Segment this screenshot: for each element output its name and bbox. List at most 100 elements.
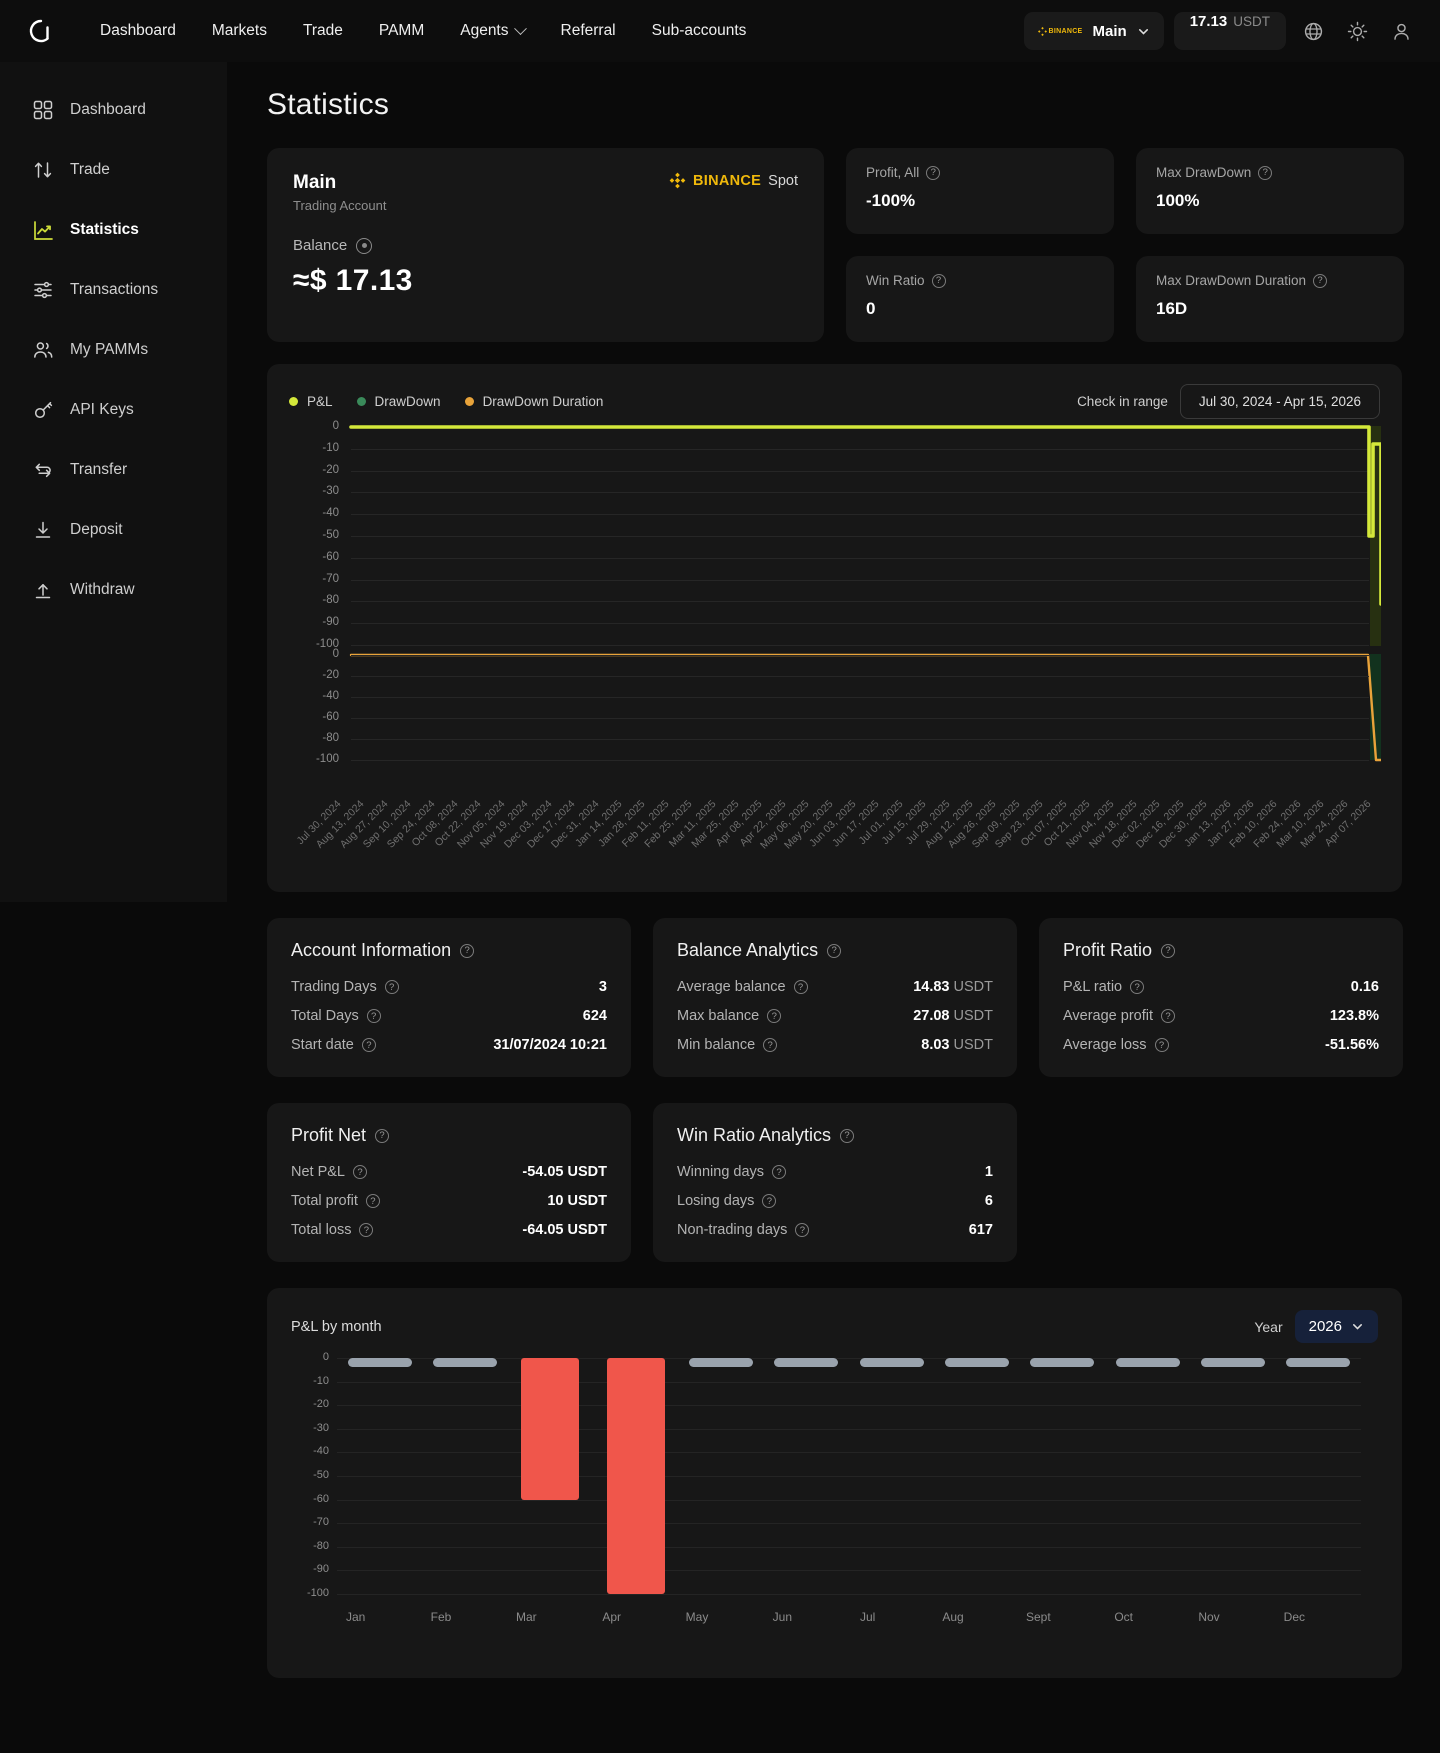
stat-label: Max DrawDown Duration bbox=[1156, 273, 1307, 288]
sun-icon[interactable] bbox=[1340, 14, 1374, 48]
sidebar-item-transactions[interactable]: Transactions bbox=[0, 260, 227, 320]
help-icon[interactable]: ? bbox=[361, 1038, 376, 1052]
month-bar[interactable] bbox=[1115, 1358, 1180, 1367]
nav-item-markets[interactable]: Markets bbox=[194, 14, 285, 48]
info-key: Total profit? bbox=[291, 1193, 380, 1209]
info-label: Start date bbox=[291, 1037, 354, 1053]
month-bar[interactable] bbox=[521, 1358, 580, 1500]
user-icon[interactable] bbox=[1384, 14, 1418, 48]
eye-toggle-icon[interactable] bbox=[356, 237, 373, 254]
gridline bbox=[337, 1499, 1361, 1501]
gridline bbox=[337, 1381, 1361, 1383]
help-icon[interactable]: ? bbox=[1154, 1038, 1169, 1052]
info-unit: USDT bbox=[567, 1193, 607, 1209]
y-tick-label: -40 bbox=[313, 1445, 329, 1458]
nav-item-dashboard[interactable]: Dashboard bbox=[82, 14, 194, 48]
help-icon[interactable]: ? bbox=[1161, 943, 1176, 958]
gridline bbox=[351, 623, 1369, 625]
sidebar-item-withdraw[interactable]: Withdraw bbox=[0, 560, 227, 620]
help-icon[interactable]: ? bbox=[1130, 980, 1145, 994]
month-bar[interactable] bbox=[689, 1358, 753, 1367]
sidebar-item-my-pamms[interactable]: My PAMMs bbox=[0, 320, 227, 380]
brand-logo-icon[interactable] bbox=[26, 16, 56, 46]
card-title-row: Win Ratio Analytics ? bbox=[677, 1125, 993, 1146]
balance-pill[interactable]: 17.13 USDT bbox=[1173, 12, 1286, 50]
help-icon[interactable]: ? bbox=[359, 1223, 374, 1237]
month-x-label: Apr bbox=[602, 1610, 621, 1624]
month-bar[interactable] bbox=[606, 1358, 665, 1594]
year-select[interactable]: 2026 bbox=[1294, 1310, 1378, 1343]
profit-net-card: Profit Net ? Net P&L? -54.05 USDT Total … bbox=[267, 1103, 631, 1262]
card-title: Account Information bbox=[291, 940, 452, 960]
sidebar-item-dashboard[interactable]: Dashboard bbox=[0, 80, 227, 140]
help-icon[interactable]: ? bbox=[767, 1009, 782, 1023]
nav-label: Agents bbox=[460, 22, 509, 39]
legend-label: P&L bbox=[307, 394, 333, 409]
month-bar[interactable] bbox=[1201, 1358, 1265, 1367]
chevron-down-icon bbox=[513, 21, 527, 35]
sidebar-item-statistics[interactable]: Statistics bbox=[0, 200, 227, 260]
sidebar-item-transfer[interactable]: Transfer bbox=[0, 440, 227, 500]
help-icon[interactable]: ? bbox=[926, 165, 941, 180]
help-icon[interactable]: ? bbox=[772, 1165, 787, 1179]
balance-label: Balance bbox=[293, 237, 348, 254]
info-label: P&L ratio bbox=[1063, 979, 1123, 995]
month-chart-header: P&L by month Year 2026 bbox=[291, 1310, 1378, 1343]
month-bar[interactable] bbox=[1286, 1358, 1351, 1367]
sidebar-item-label: Transfer bbox=[70, 461, 128, 478]
nav-item-trade[interactable]: Trade bbox=[285, 14, 361, 48]
help-icon[interactable]: ? bbox=[795, 1223, 810, 1237]
help-icon[interactable]: ? bbox=[793, 980, 808, 994]
help-icon[interactable]: ? bbox=[365, 1194, 380, 1208]
key-icon bbox=[32, 399, 54, 421]
stat-value: 100% bbox=[1156, 191, 1200, 210]
sidebar-item-api-keys[interactable]: API Keys bbox=[0, 380, 227, 440]
card-title: Balance Analytics bbox=[677, 940, 819, 960]
globe-icon[interactable] bbox=[1296, 14, 1330, 48]
date-range-picker[interactable]: Jul 30, 2024 - Apr 15, 2026 bbox=[1179, 384, 1380, 419]
help-icon[interactable]: ? bbox=[353, 1165, 367, 1179]
help-icon[interactable]: ? bbox=[366, 1009, 381, 1023]
month-x-label: Sept bbox=[1025, 1610, 1051, 1624]
sidebar-item-label: Deposit bbox=[70, 521, 123, 538]
drawdown-duration-line bbox=[349, 653, 1381, 762]
help-icon[interactable]: ? bbox=[1258, 165, 1273, 180]
help-icon[interactable]: ? bbox=[931, 273, 946, 288]
month-bar[interactable] bbox=[433, 1358, 497, 1367]
help-icon[interactable]: ? bbox=[763, 1038, 778, 1052]
help-icon[interactable]: ? bbox=[384, 980, 399, 994]
help-icon[interactable]: ? bbox=[375, 1128, 390, 1143]
month-bar[interactable] bbox=[1030, 1358, 1095, 1367]
month-bar[interactable] bbox=[774, 1358, 839, 1367]
legend-item-pnl[interactable]: P&L bbox=[289, 394, 333, 409]
nav-item-agents[interactable]: Agents bbox=[442, 14, 542, 48]
legend-item-drawdown[interactable]: DrawDown bbox=[356, 394, 441, 409]
help-icon[interactable]: ? bbox=[460, 943, 475, 958]
nav-item-sub-accounts[interactable]: Sub-accounts bbox=[634, 14, 765, 48]
sidebar-item-deposit[interactable]: Deposit bbox=[0, 500, 227, 560]
sidebar-item-trade[interactable]: Trade bbox=[0, 140, 227, 200]
nav-item-referral[interactable]: Referral bbox=[543, 14, 634, 48]
account-selector[interactable]: BINANCE Main bbox=[1023, 12, 1164, 50]
gridline bbox=[351, 492, 1369, 494]
info-label: Total loss bbox=[291, 1222, 352, 1238]
info-label: Trading Days bbox=[291, 979, 377, 995]
month-bar[interactable] bbox=[347, 1358, 412, 1367]
profit-ratio-card: Profit Ratio ? P&L ratio? 0.16 Average p… bbox=[1039, 918, 1403, 1077]
month-x-label: Nov bbox=[1198, 1610, 1220, 1624]
help-icon[interactable]: ? bbox=[1161, 1009, 1176, 1023]
help-icon[interactable]: ? bbox=[827, 943, 842, 958]
month-bar[interactable] bbox=[859, 1358, 924, 1367]
help-icon[interactable]: ? bbox=[762, 1194, 777, 1208]
help-icon[interactable]: ? bbox=[1313, 273, 1328, 288]
info-value: 31/07/2024 10:21 bbox=[493, 1037, 607, 1053]
y-tick-label: -80 bbox=[322, 594, 339, 607]
help-icon[interactable]: ? bbox=[840, 1128, 855, 1143]
info-value: 123.8% bbox=[1329, 1008, 1379, 1024]
month-bar[interactable] bbox=[945, 1358, 1009, 1367]
year-value: 2026 bbox=[1308, 1318, 1342, 1335]
date-range-control: Check in range Jul 30, 2024 - Apr 15, 20… bbox=[1077, 384, 1380, 419]
info-label: Net P&L bbox=[291, 1164, 345, 1180]
nav-item-pamm[interactable]: PAMM bbox=[361, 14, 442, 48]
legend-item-drawdown-duration[interactable]: DrawDown Duration bbox=[464, 394, 603, 409]
